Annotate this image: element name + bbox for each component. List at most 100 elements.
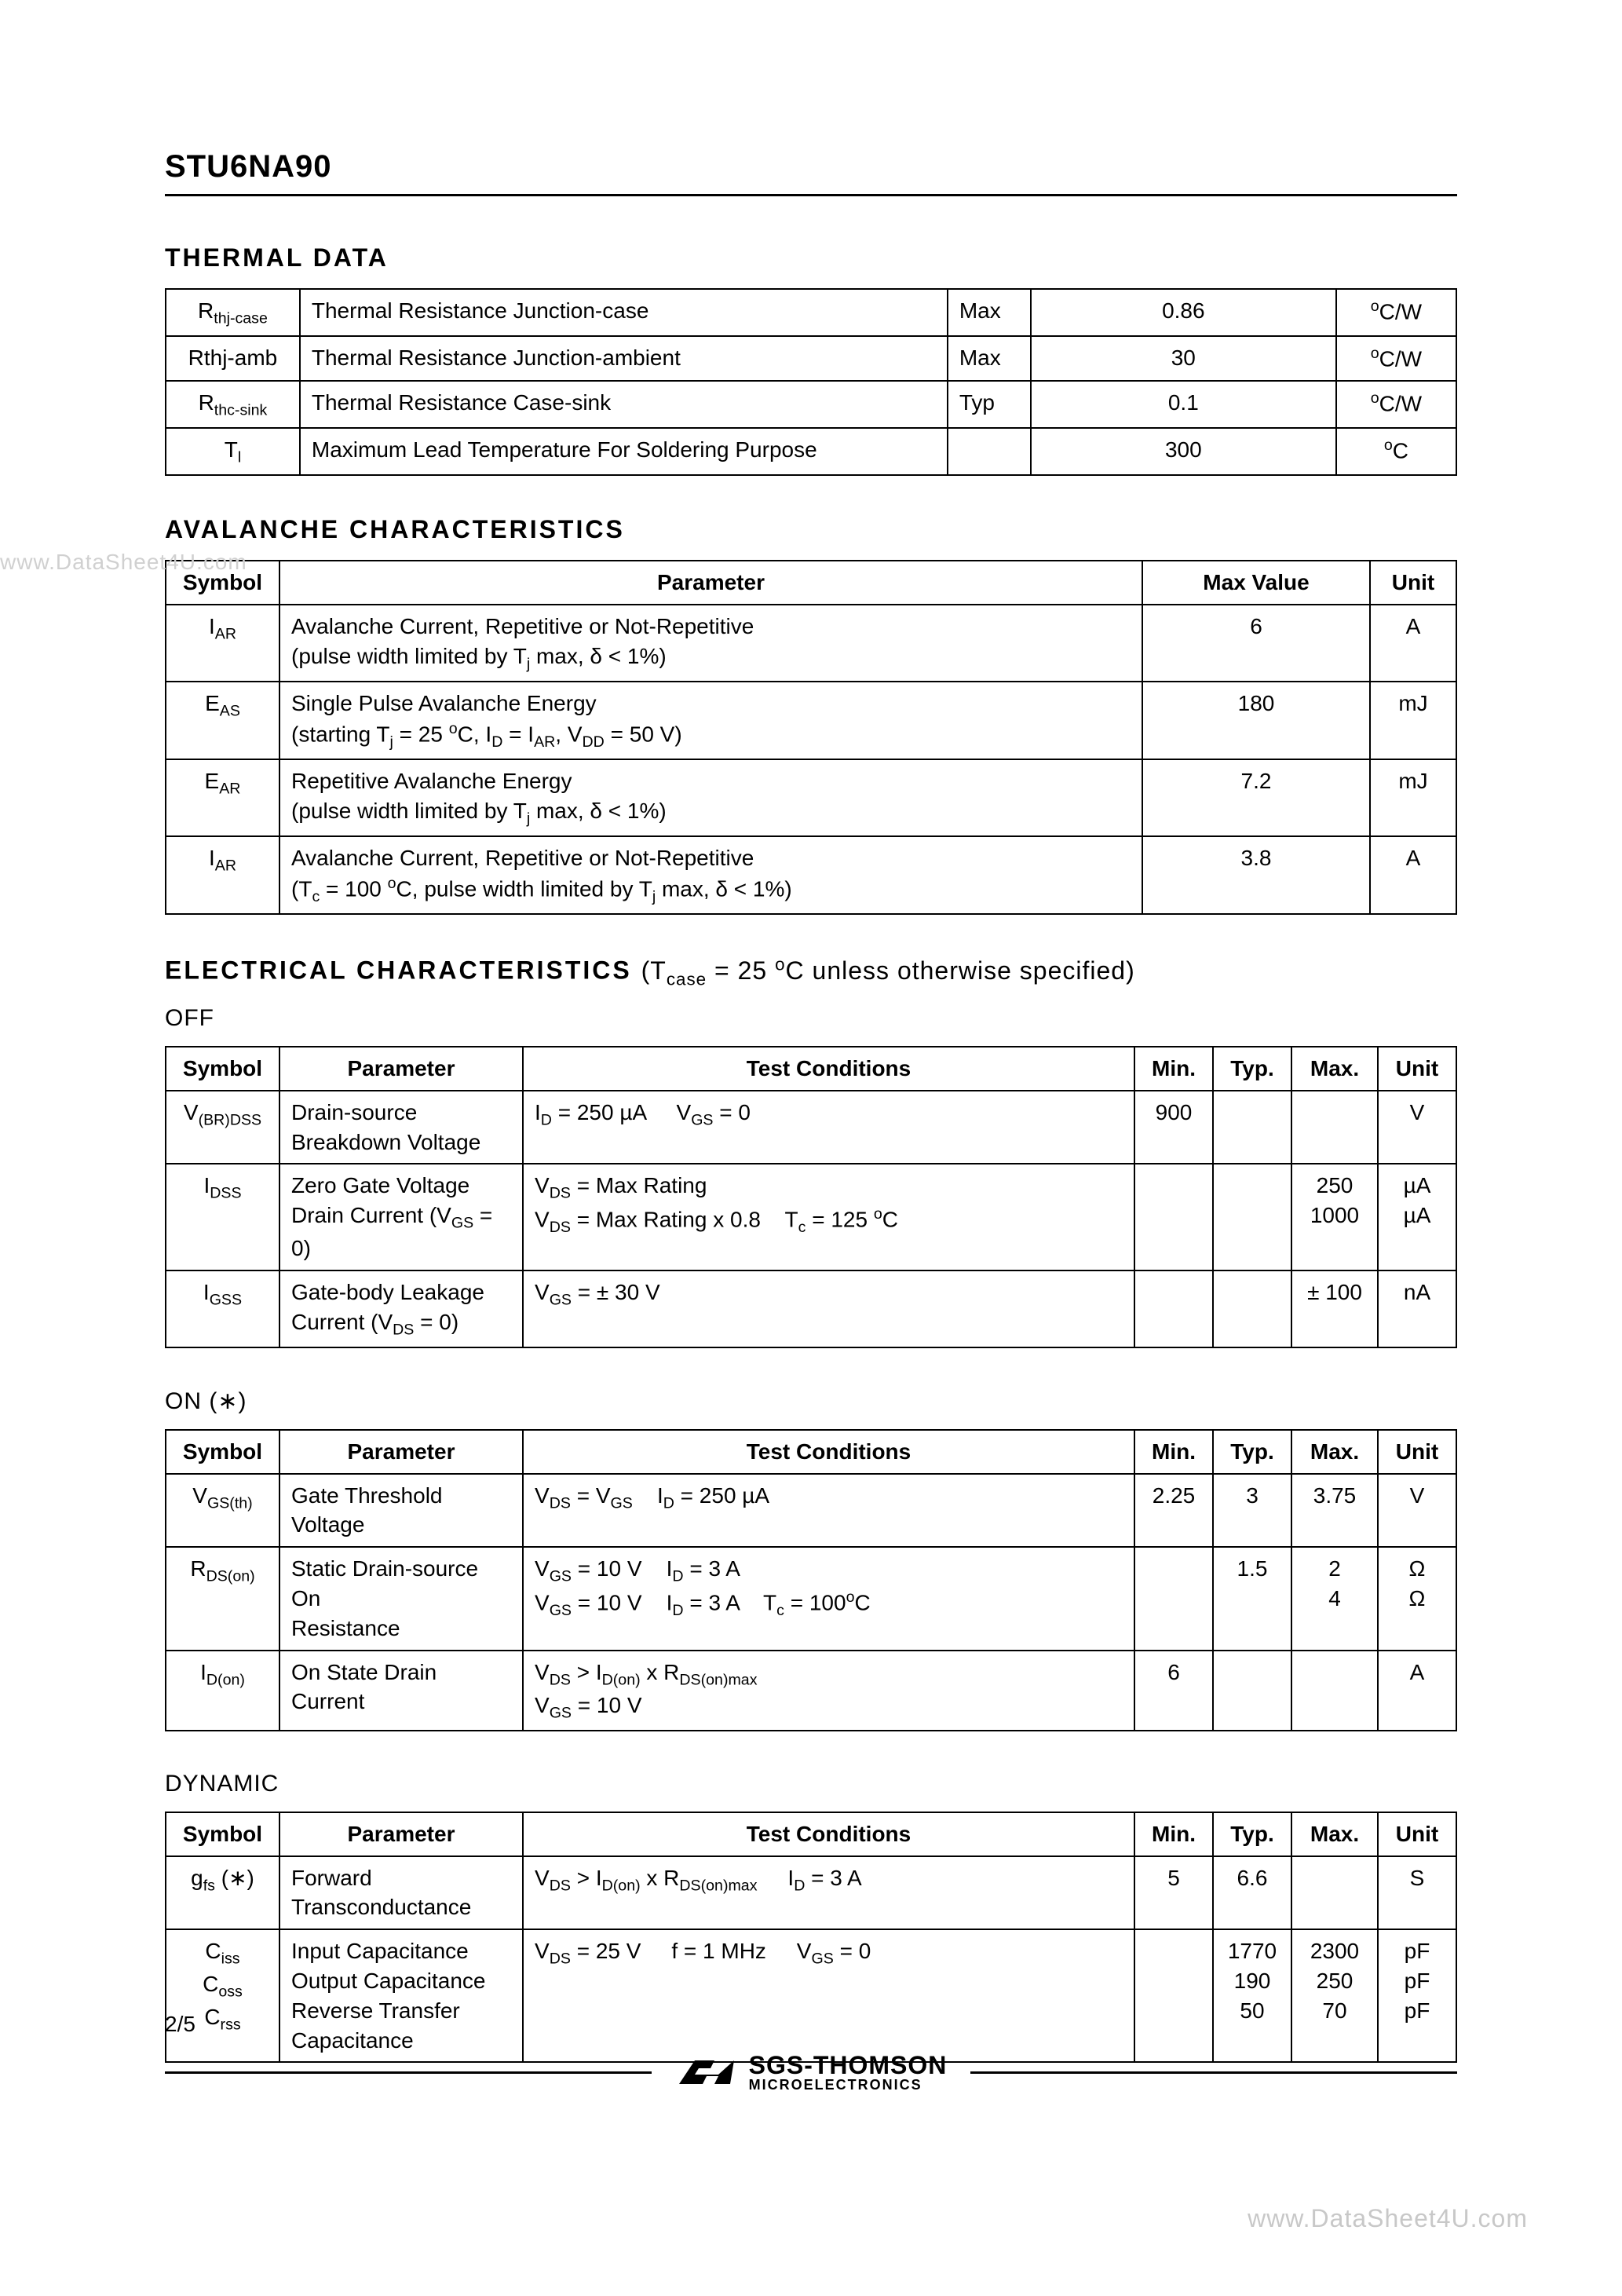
electrical-heading: ELECTRICAL CHARACTERISTICS (Tcase = 25 o… [165, 954, 1457, 989]
el-max: 230025070 [1291, 1929, 1378, 2062]
av-param: Repetitive Avalanche Energy(pulse width … [279, 759, 1142, 836]
el-param: Drain-sourceBreakdown Voltage [279, 1091, 523, 1164]
off-table: SymbolParameterTest ConditionsMin.Typ.Ma… [165, 1046, 1457, 1348]
el-min [1134, 1270, 1213, 1347]
el-typ: 1.5 [1213, 1547, 1291, 1650]
column-header: Symbol [166, 1812, 279, 1856]
el-max [1291, 1856, 1378, 1930]
column-header: Parameter [279, 561, 1142, 605]
table-row: gfs (∗)ForwardTransconductanceVDS > ID(o… [166, 1856, 1456, 1930]
el-unit: S [1378, 1856, 1456, 1930]
thermal-unit: oC [1336, 428, 1456, 475]
table-row: EARRepetitive Avalanche Energy(pulse wid… [166, 759, 1456, 836]
on-label: ON (∗) [165, 1387, 1457, 1415]
el-symbol: CissCossCrss [166, 1929, 279, 2062]
el-cond: VDS = 25 V f = 1 MHz VGS = 0 [523, 1929, 1134, 2062]
column-header: Unit [1378, 1047, 1456, 1091]
watermark-bottom: www.DataSheet4U.com [1248, 2204, 1528, 2233]
el-max: 2501000 [1291, 1164, 1378, 1270]
thermal-unit: oC/W [1336, 289, 1456, 336]
el-typ [1213, 1091, 1291, 1164]
dynamic-table: SymbolParameterTest ConditionsMin.Typ.Ma… [165, 1812, 1457, 2064]
part-number-title: STU6NA90 [165, 149, 1457, 196]
el-max [1291, 1091, 1378, 1164]
st-logo-icon [675, 2053, 738, 2092]
column-header: Max Value [1142, 561, 1370, 605]
footer-rule-left [165, 2071, 652, 2074]
thermal-desc: Thermal Resistance Case-sink [300, 381, 948, 428]
column-header: Test Conditions [523, 1047, 1134, 1091]
el-typ: 177019050 [1213, 1929, 1291, 2062]
el-symbol: VGS(th) [166, 1474, 279, 1548]
column-header: Parameter [279, 1430, 523, 1474]
av-unit: mJ [1370, 759, 1456, 836]
column-header: Typ. [1213, 1047, 1291, 1091]
av-symbol: EAR [166, 759, 279, 836]
el-unit: pFpFpF [1378, 1929, 1456, 2062]
column-header: Symbol [166, 1047, 279, 1091]
footer-logo: SGS-THOMSON MICROELECTRONICS [652, 2053, 971, 2092]
el-cond: ID = 250 µA VGS = 0 [523, 1091, 1134, 1164]
el-unit: V [1378, 1474, 1456, 1548]
thermal-rating: Typ [948, 381, 1031, 428]
el-min [1134, 1929, 1213, 2062]
table-row: IARAvalanche Current, Repetitive or Not-… [166, 836, 1456, 914]
thermal-desc: Thermal Resistance Junction-case [300, 289, 948, 336]
footer-company-main: SGS-THOMSON [749, 2053, 948, 2078]
av-max: 6 [1142, 605, 1370, 682]
thermal-table: Rthj-caseThermal Resistance Junction-cas… [165, 288, 1457, 476]
column-header: Test Conditions [523, 1812, 1134, 1856]
av-unit: A [1370, 605, 1456, 682]
table-row: Rthj-caseThermal Resistance Junction-cas… [166, 289, 1456, 336]
el-min: 2.25 [1134, 1474, 1213, 1548]
column-header: Unit [1378, 1430, 1456, 1474]
el-unit: nA [1378, 1270, 1456, 1347]
el-min [1134, 1164, 1213, 1270]
av-symbol: IAR [166, 836, 279, 914]
av-max: 180 [1142, 682, 1370, 759]
el-param: ForwardTransconductance [279, 1856, 523, 1930]
thermal-value: 0.1 [1031, 381, 1336, 428]
el-cond: VGS = ± 30 V [523, 1270, 1134, 1347]
table-row: TlMaximum Lead Temperature For Soldering… [166, 428, 1456, 475]
table-row: Rthj-ambThermal Resistance Junction-ambi… [166, 336, 1456, 381]
table-row: Rthc-sinkThermal Resistance Case-sinkTyp… [166, 381, 1456, 428]
el-cond: VDS > ID(on) x RDS(on)max ID = 3 A [523, 1856, 1134, 1930]
av-param: Single Pulse Avalanche Energy(starting T… [279, 682, 1142, 759]
thermal-symbol: Rthj-amb [166, 336, 300, 381]
el-max: ± 100 [1291, 1270, 1378, 1347]
el-cond: VDS = Max RatingVDS = Max Rating x 0.8 T… [523, 1164, 1134, 1270]
el-unit: ΩΩ [1378, 1547, 1456, 1650]
column-header: Unit [1370, 561, 1456, 605]
column-header: Parameter [279, 1812, 523, 1856]
el-typ [1213, 1651, 1291, 1731]
column-header: Symbol [166, 1430, 279, 1474]
el-param: On State Drain Current [279, 1651, 523, 1731]
el-symbol: IGSS [166, 1270, 279, 1347]
el-param: Input CapacitanceOutput CapacitanceRever… [279, 1929, 523, 2062]
el-max: 24 [1291, 1547, 1378, 1650]
off-label: OFF [165, 1005, 1457, 1032]
av-unit: mJ [1370, 682, 1456, 759]
table-row: V(BR)DSSDrain-sourceBreakdown VoltageID … [166, 1091, 1456, 1164]
electrical-heading-cond: (Tcase = 25 oC unless otherwise specifie… [641, 956, 1135, 985]
av-param: Avalanche Current, Repetitive or Not-Rep… [279, 836, 1142, 914]
av-symbol: EAS [166, 682, 279, 759]
el-typ: 3 [1213, 1474, 1291, 1548]
footer-rule-right [970, 2071, 1457, 2074]
thermal-unit: oC/W [1336, 336, 1456, 381]
column-header: Unit [1378, 1812, 1456, 1856]
column-header: Max. [1291, 1430, 1378, 1474]
table-row: VGS(th)Gate Threshold VoltageVDS = VGS I… [166, 1474, 1456, 1548]
el-max [1291, 1651, 1378, 1731]
column-header: Max. [1291, 1047, 1378, 1091]
avalanche-table: SymbolParameterMax ValueUnit IARAvalanch… [165, 560, 1457, 915]
el-symbol: RDS(on) [166, 1547, 279, 1650]
el-param: Zero Gate VoltageDrain Current (VGS = 0) [279, 1164, 523, 1270]
column-header: Min. [1134, 1047, 1213, 1091]
thermal-desc: Thermal Resistance Junction-ambient [300, 336, 948, 381]
thermal-rating: Max [948, 336, 1031, 381]
el-min: 5 [1134, 1856, 1213, 1930]
thermal-symbol: Tl [166, 428, 300, 475]
table-row: CissCossCrssInput CapacitanceOutput Capa… [166, 1929, 1456, 2062]
